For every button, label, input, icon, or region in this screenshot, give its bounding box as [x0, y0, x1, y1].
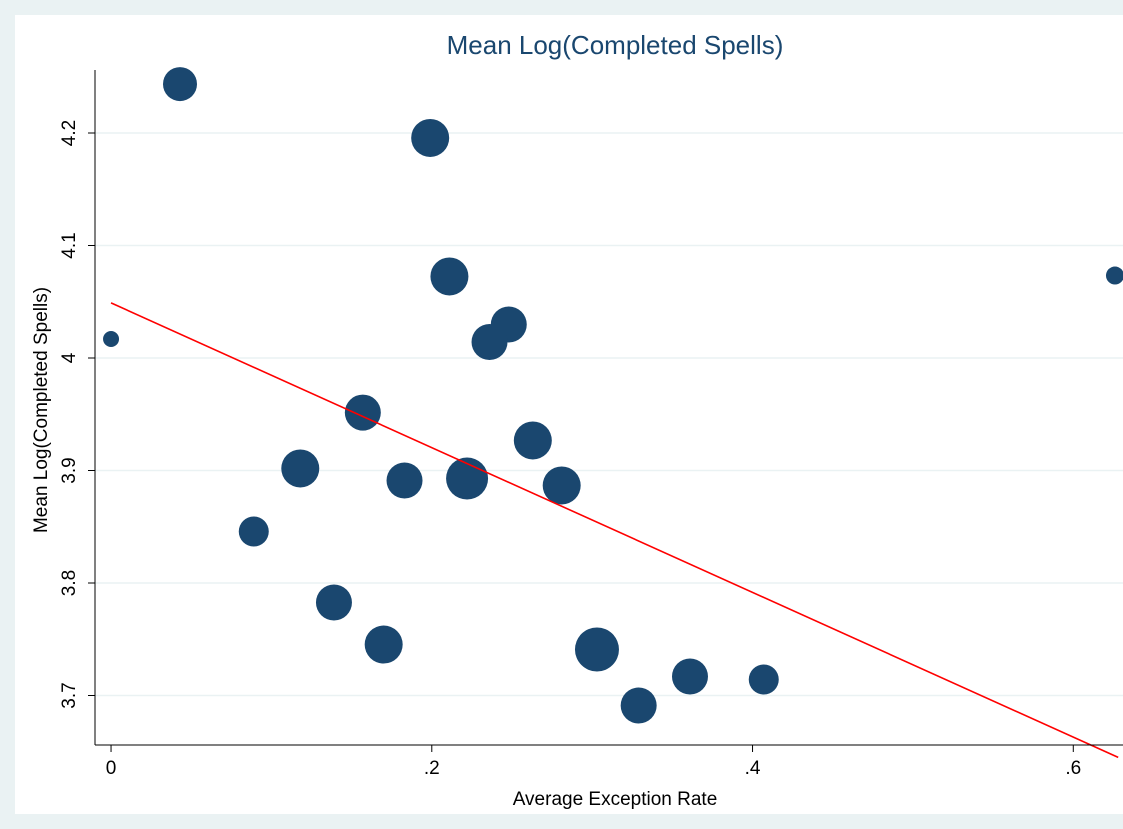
bubble	[1105, 266, 1123, 285]
bubble	[542, 466, 581, 505]
bubble	[748, 664, 779, 695]
x-tick-label: .2	[424, 758, 440, 779]
grid	[95, 132, 1123, 697]
y-tick-label: 4.1	[59, 232, 80, 258]
bubble	[103, 330, 120, 347]
y-tick-label: 3.9	[59, 457, 80, 483]
bubble	[364, 625, 403, 664]
plot-region	[15, 15, 1123, 814]
x-tick-label: .4	[745, 758, 761, 779]
x-tick-label: 0	[106, 758, 117, 779]
x-tick-label: .6	[1065, 758, 1081, 779]
bubble	[430, 257, 469, 296]
fit-line	[110, 302, 1119, 759]
y-axis-label: Mean Log(Completed Spells)	[31, 287, 52, 533]
bubble	[671, 658, 708, 695]
bubble	[281, 449, 320, 488]
y-tick-label: 4.2	[59, 120, 80, 146]
bubble	[471, 324, 508, 361]
bubble	[238, 516, 269, 547]
y-tick-label: 3.7	[59, 682, 80, 708]
bubble	[574, 627, 619, 672]
x-axis-label: Average Exception Rate	[513, 789, 718, 810]
bubble	[620, 687, 657, 724]
bubble	[315, 584, 352, 621]
marks	[103, 67, 1123, 759]
bubble	[386, 462, 423, 499]
bubble	[411, 118, 450, 157]
y-tick-label: 3.8	[59, 570, 80, 596]
bubble	[344, 394, 381, 431]
bubble	[513, 421, 552, 460]
y-tick-label: 4	[59, 352, 80, 363]
bubble	[162, 67, 197, 102]
chart-title: Mean Log(Completed Spells)	[447, 30, 784, 60]
